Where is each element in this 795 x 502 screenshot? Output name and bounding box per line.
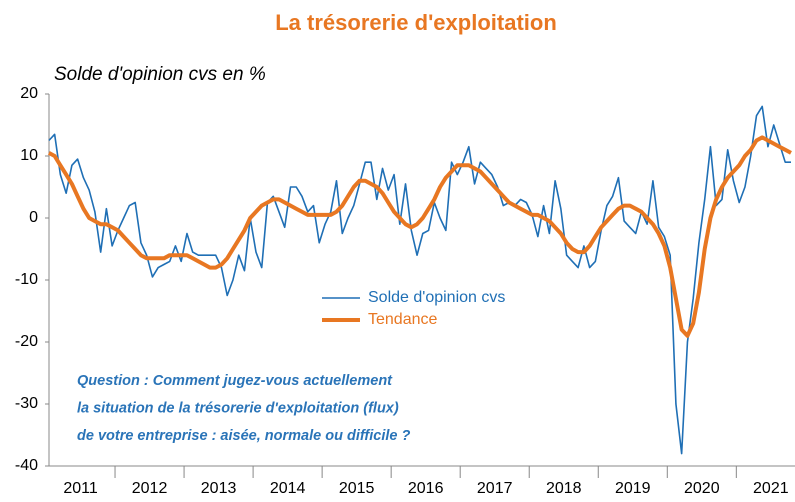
x-tick-label: 2011 [63, 480, 98, 497]
y-tick-label: 0 [29, 209, 38, 226]
legend-label: Solde d'opinion cvs [368, 289, 505, 306]
y-tick-label: 20 [20, 85, 38, 102]
series-line [47, 135, 792, 338]
annotation: de votre entreprise : aisée, normale ou … [77, 428, 410, 444]
x-tick-label: 2013 [201, 480, 237, 497]
annotation: la situation de la trésorerie d'exploita… [77, 400, 399, 416]
annotation: Question : Comment jugez-vous actuelleme… [77, 373, 393, 389]
chart-subtitle: Solde d'opinion cvs en % [54, 64, 266, 85]
y-tick-label: -40 [15, 457, 38, 474]
x-tick-label: 2019 [615, 480, 651, 497]
y-tick-label: -20 [15, 333, 38, 350]
legend-label: Tendance [368, 311, 437, 328]
chart-title: La trésorerie d'exploitation [275, 10, 557, 35]
x-tick-label: 2014 [270, 480, 306, 497]
y-tick-label: -30 [15, 395, 38, 412]
x-tick-label: 2016 [408, 480, 444, 497]
x-tick-label: 2012 [132, 480, 168, 497]
x-tick-label: 2017 [477, 480, 513, 497]
x-tick-label: 2020 [684, 480, 720, 497]
y-tick-label: 10 [20, 147, 38, 164]
x-tick-label: 2021 [753, 480, 789, 497]
y-tick-label: -10 [15, 271, 38, 288]
x-tick-label: 2015 [339, 480, 375, 497]
x-tick-label: 2018 [546, 480, 582, 497]
